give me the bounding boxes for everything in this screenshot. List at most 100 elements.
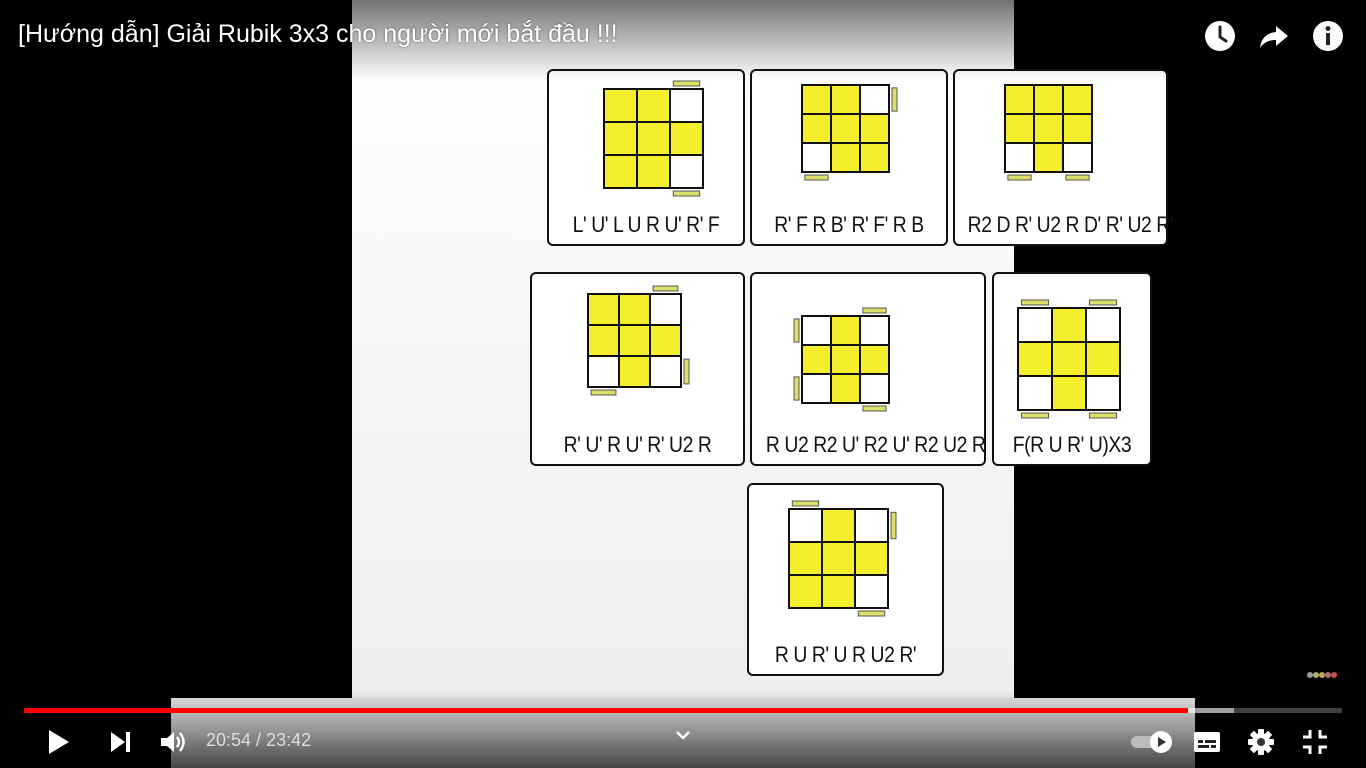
next-button[interactable] xyxy=(100,722,140,762)
cube-sticker xyxy=(821,508,856,543)
video-letterbox-left xyxy=(171,0,352,698)
cube-sticker xyxy=(1051,341,1087,377)
cube-sticker xyxy=(1085,341,1121,377)
algorithm-text: R' U' R U' R' U2 R xyxy=(563,432,712,457)
side-sticker-indicator xyxy=(1088,412,1118,419)
cube-sticker xyxy=(603,154,638,189)
play-icon xyxy=(49,730,69,754)
cube-sticker xyxy=(1004,113,1035,144)
cube-face-diagram xyxy=(1017,299,1121,419)
side-sticker-indicator xyxy=(1088,299,1118,306)
side-sticker-indicator xyxy=(793,376,800,401)
autoplay-toggle-icon xyxy=(1131,731,1172,753)
cube-sticker xyxy=(618,324,651,357)
cube-face-diagram xyxy=(801,84,898,181)
chevron-down-icon[interactable] xyxy=(672,724,694,746)
oll-case-card: R' U' R U' R' U2 R xyxy=(530,272,745,466)
exit-fullscreen-button[interactable] xyxy=(1295,722,1335,762)
time-current: 20:54 xyxy=(206,730,252,750)
side-sticker-indicator xyxy=(590,389,617,396)
cube-sticker xyxy=(801,84,832,115)
side-sticker-indicator xyxy=(672,80,701,87)
oll-case-card: R U R' U R U2 R' xyxy=(747,483,944,676)
bottom-gradient xyxy=(0,690,1366,768)
cube-sticker xyxy=(854,508,889,543)
algorithm-text: R U2 R2 U' R2 U' R2 U2 R xyxy=(765,432,986,457)
top-gradient xyxy=(0,0,1366,80)
play-button[interactable] xyxy=(38,722,78,762)
autoplay-toggle[interactable] xyxy=(1128,722,1176,762)
cube-sticker xyxy=(1085,375,1121,411)
info-icon xyxy=(1313,21,1343,51)
share-button[interactable] xyxy=(1256,18,1292,54)
progress-played xyxy=(24,708,1188,713)
settings-button[interactable] xyxy=(1241,722,1281,762)
side-sticker-indicator xyxy=(1065,174,1090,181)
cube-sticker xyxy=(1051,307,1087,343)
cube-sticker xyxy=(1033,142,1064,173)
cube-sticker xyxy=(830,344,861,375)
cube-sticker xyxy=(603,88,638,123)
cube-sticker xyxy=(636,121,671,156)
time-separator: / xyxy=(251,730,267,750)
subtitles-button[interactable] xyxy=(1187,722,1227,762)
cube-sticker xyxy=(859,373,890,404)
cube-face-diagram xyxy=(1004,84,1093,181)
time-display: 20:54 / 23:42 xyxy=(206,730,311,751)
control-bar: 20:54 / 23:42 xyxy=(0,718,1366,764)
cube-sticker xyxy=(788,574,823,609)
cube-sticker xyxy=(1062,113,1093,144)
oll-case-card: L' U' L U R U' R' F xyxy=(547,69,745,246)
algorithm-text: F(R U R' U)X3 xyxy=(1012,432,1132,457)
side-sticker-indicator xyxy=(862,405,887,412)
watch-later-button[interactable] xyxy=(1202,18,1238,54)
video-frame[interactable]: L' U' L U R U' R' F R' F R B' R' F' R B R2… xyxy=(171,0,1195,768)
cube-sticker xyxy=(1085,307,1121,343)
cube-sticker xyxy=(788,541,823,576)
next-icon xyxy=(111,732,130,752)
cube-sticker xyxy=(788,508,823,543)
clock-icon xyxy=(1205,21,1235,51)
video-title[interactable]: [Hướng dẫn] Giải Rubik 3x3 cho người mới… xyxy=(18,20,618,48)
cube-sticker xyxy=(603,121,638,156)
cube-face-diagram xyxy=(788,500,897,617)
side-sticker-indicator xyxy=(793,318,800,343)
algorithm-text: R U R' U R U2 R' xyxy=(774,642,917,667)
oll-case-card: F(R U R' U)X3 xyxy=(992,272,1152,466)
cube-sticker xyxy=(830,142,861,173)
side-sticker-indicator xyxy=(804,174,829,181)
cube-sticker xyxy=(830,113,861,144)
algorithm-text: R2 D R' U2 R D' R' U2 R' xyxy=(967,212,1174,237)
share-icon xyxy=(1260,26,1288,48)
side-sticker-indicator xyxy=(862,307,887,314)
side-sticker-indicator xyxy=(857,610,886,617)
cube-sticker xyxy=(859,344,890,375)
cube-sticker xyxy=(636,88,671,123)
cube-sticker xyxy=(854,574,889,609)
side-sticker-indicator xyxy=(1020,299,1050,306)
cube-sticker xyxy=(636,154,671,189)
cube-face-diagram xyxy=(793,307,890,412)
cube-sticker xyxy=(859,142,890,173)
info-button[interactable] xyxy=(1310,18,1346,54)
oll-case-card: R U2 R2 U' R2 U' R2 U2 R xyxy=(750,272,986,466)
time-total: 23:42 xyxy=(266,730,312,750)
cube-sticker xyxy=(649,293,682,326)
cube-sticker xyxy=(1017,341,1053,377)
cube-sticker xyxy=(669,154,704,189)
side-sticker-indicator xyxy=(683,358,690,385)
cube-face-diagram xyxy=(587,285,690,396)
side-sticker-indicator xyxy=(791,500,820,507)
progress-bar[interactable] xyxy=(24,708,1342,713)
gear-icon xyxy=(1248,729,1274,755)
cube-sticker xyxy=(830,84,861,115)
cube-sticker xyxy=(801,344,832,375)
cube-sticker xyxy=(587,324,620,357)
volume-button[interactable] xyxy=(153,722,193,762)
cube-sticker xyxy=(821,541,856,576)
side-sticker-indicator xyxy=(1020,412,1050,419)
cube-sticker xyxy=(801,142,832,173)
cube-sticker xyxy=(649,355,682,388)
cube-sticker xyxy=(801,373,832,404)
